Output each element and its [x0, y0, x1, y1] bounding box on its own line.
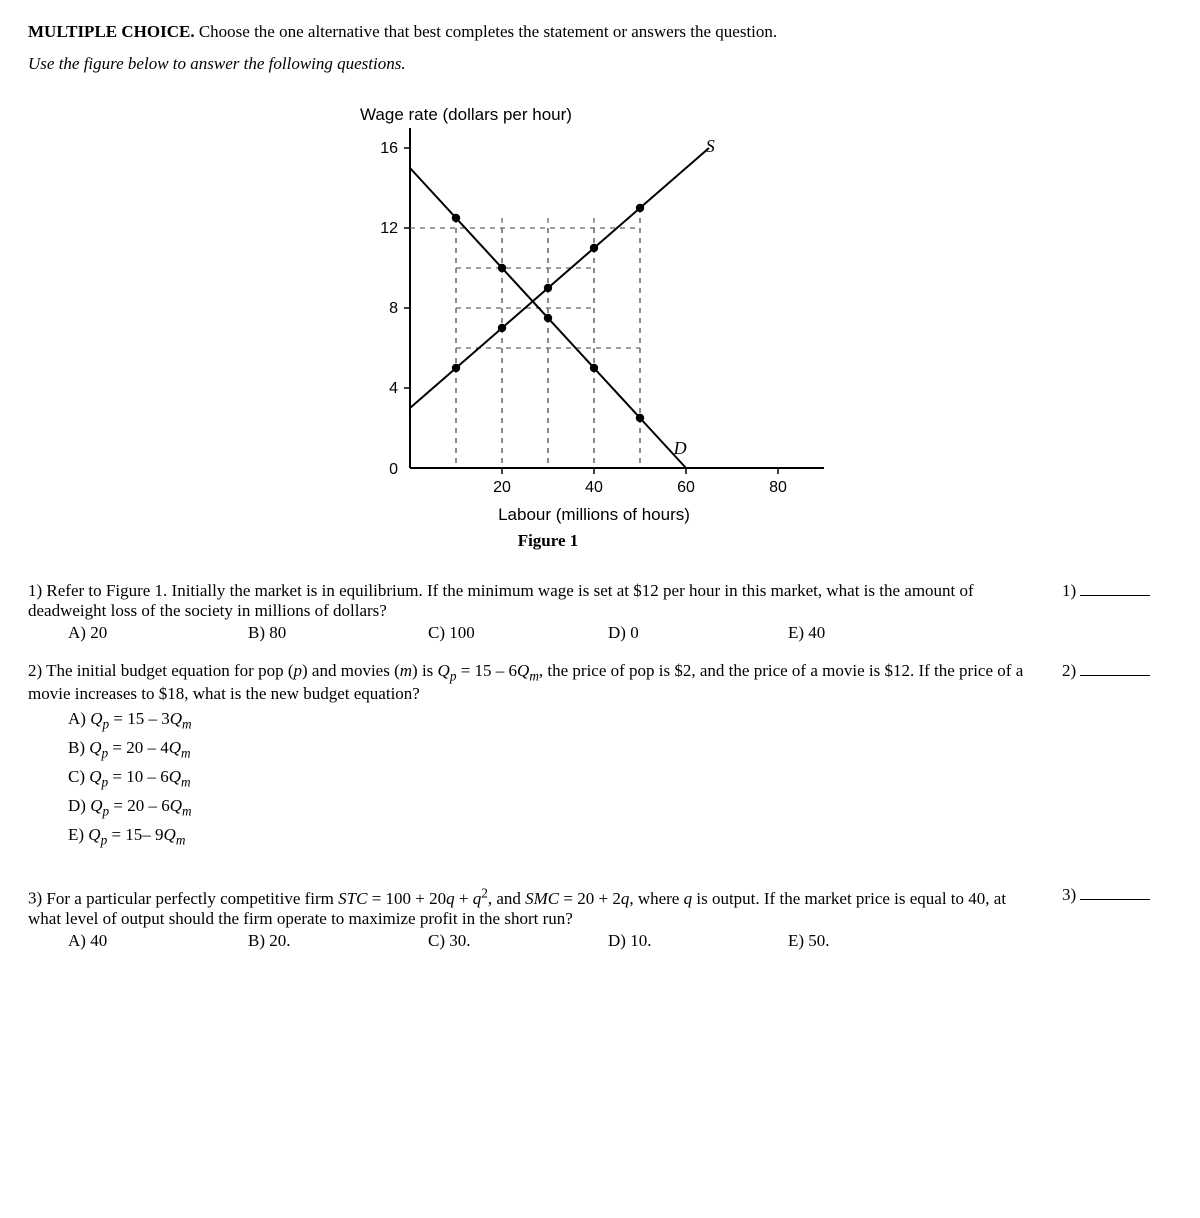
question-1: 1) Refer to Figure 1. Initially the mark…: [28, 581, 1172, 643]
q2-choice-e[interactable]: E) Qp = 15– 9Qm: [68, 822, 1042, 851]
svg-text:4: 4: [389, 380, 398, 397]
svg-text:12: 12: [380, 220, 398, 237]
q3-number: 3): [28, 889, 42, 908]
q2-blank-label: 2): [1062, 661, 1076, 680]
q3-answer-blank[interactable]: 3): [1062, 885, 1172, 951]
header-bold: MULTIPLE CHOICE.: [28, 22, 195, 41]
q3-choice-c[interactable]: C) 30.: [428, 931, 608, 951]
q1-choices: A) 20 B) 80 C) 100 D) 0 E) 40: [28, 623, 1042, 643]
q3-choice-e[interactable]: E) 50.: [788, 931, 968, 951]
section-header: MULTIPLE CHOICE. Choose the one alternat…: [28, 22, 1172, 42]
q1-blank-label: 1): [1062, 581, 1076, 600]
svg-text:Wage rate (dollars per hour): Wage rate (dollars per hour): [360, 105, 572, 124]
svg-text:0: 0: [389, 461, 398, 478]
svg-text:Labour (millions of hours): Labour (millions of hours): [498, 505, 690, 524]
question-2: 2) The initial budget equation for pop (…: [28, 661, 1172, 851]
q3-choices: A) 40 B) 20. C) 30. D) 10. E) 50.: [28, 931, 1042, 951]
q2-text: The initial budget equation for pop (p) …: [28, 661, 1023, 703]
q1-choice-b[interactable]: B) 80: [248, 623, 428, 643]
q2-choice-d[interactable]: D) Qp = 20 – 6Qm: [68, 793, 1042, 822]
figure-instruction: Use the figure below to answer the follo…: [28, 54, 1172, 74]
q2-choice-c[interactable]: C) Qp = 10 – 6Qm: [68, 764, 1042, 793]
svg-text:8: 8: [389, 300, 398, 317]
q2-answer-blank[interactable]: 2): [1062, 661, 1172, 851]
q3-text: For a particular perfectly competitive f…: [28, 889, 1006, 928]
supply-demand-chart: Wage rate (dollars per hour) Labour (mill…: [340, 88, 860, 558]
svg-text:D: D: [673, 438, 687, 458]
figure-1: Wage rate (dollars per hour) Labour (mill…: [28, 88, 1172, 563]
q1-choice-c[interactable]: C) 100: [428, 623, 608, 643]
q2-choices: A) Qp = 15 – 3Qm B) Qp = 20 – 4Qm C) Qp …: [28, 706, 1042, 851]
q2-choice-a[interactable]: A) Qp = 15 – 3Qm: [68, 706, 1042, 735]
q3-choice-a[interactable]: A) 40: [68, 931, 248, 951]
svg-text:60: 60: [677, 479, 695, 496]
svg-text:80: 80: [769, 479, 787, 496]
q1-choice-a[interactable]: A) 20: [68, 623, 248, 643]
q1-answer-blank[interactable]: 1): [1062, 581, 1172, 643]
svg-text:Figure 1: Figure 1: [518, 531, 579, 550]
svg-text:S: S: [706, 136, 715, 156]
svg-text:20: 20: [493, 479, 511, 496]
q1-choice-d[interactable]: D) 0: [608, 623, 788, 643]
question-3: 3) For a particular perfectly competitiv…: [28, 885, 1172, 951]
q1-choice-e[interactable]: E) 40: [788, 623, 968, 643]
q2-choice-b[interactable]: B) Qp = 20 – 4Qm: [68, 735, 1042, 764]
q3-blank-label: 3): [1062, 885, 1076, 904]
header-rest: Choose the one alternative that best com…: [195, 22, 778, 41]
q1-text: Refer to Figure 1. Initially the market …: [28, 581, 974, 620]
q2-number: 2): [28, 661, 42, 680]
q3-choice-b[interactable]: B) 20.: [248, 931, 428, 951]
q1-number: 1): [28, 581, 42, 600]
svg-text:40: 40: [585, 479, 603, 496]
svg-text:16: 16: [380, 140, 398, 157]
q3-choice-d[interactable]: D) 10.: [608, 931, 788, 951]
